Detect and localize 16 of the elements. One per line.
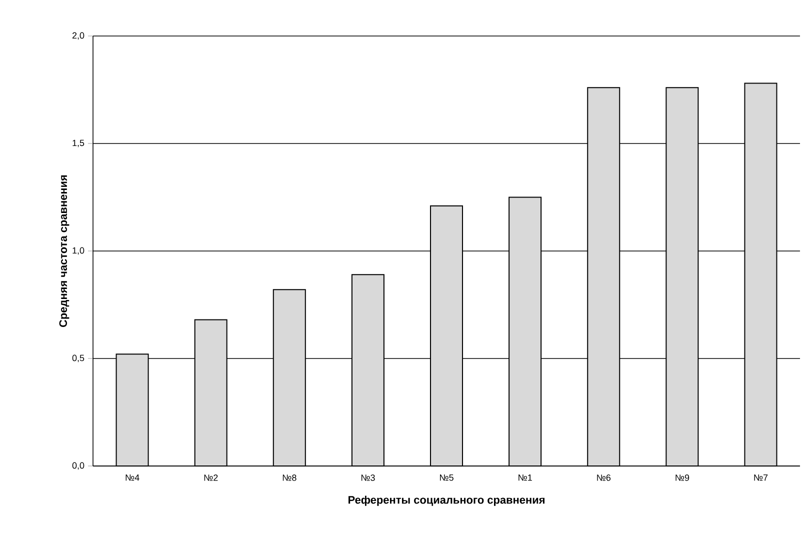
x-tick-label: №6 xyxy=(597,474,611,481)
x-tick-label: №3 xyxy=(361,474,375,481)
x-tick-label: №2 xyxy=(204,474,218,481)
x-axis-title: Референты социального сравнения xyxy=(348,496,544,506)
y-tick-label: 1,0 xyxy=(72,247,84,255)
x-tick-label: №9 xyxy=(676,474,690,481)
x-tick-label: №7 xyxy=(754,474,768,481)
y-tick-label: 1,5 xyxy=(72,140,84,148)
y-tick-label: 0,0 xyxy=(72,462,84,470)
x-tick-label: №5 xyxy=(440,474,454,481)
y-axis-title: Средняя частота сравнения xyxy=(59,175,70,327)
x-tick-label: №8 xyxy=(282,474,296,481)
y-tick-label: 0,5 xyxy=(72,354,84,362)
x-tick-label: №4 xyxy=(126,474,140,481)
x-tick-label: №1 xyxy=(518,474,532,481)
y-tick-label: 2,0 xyxy=(72,32,84,40)
